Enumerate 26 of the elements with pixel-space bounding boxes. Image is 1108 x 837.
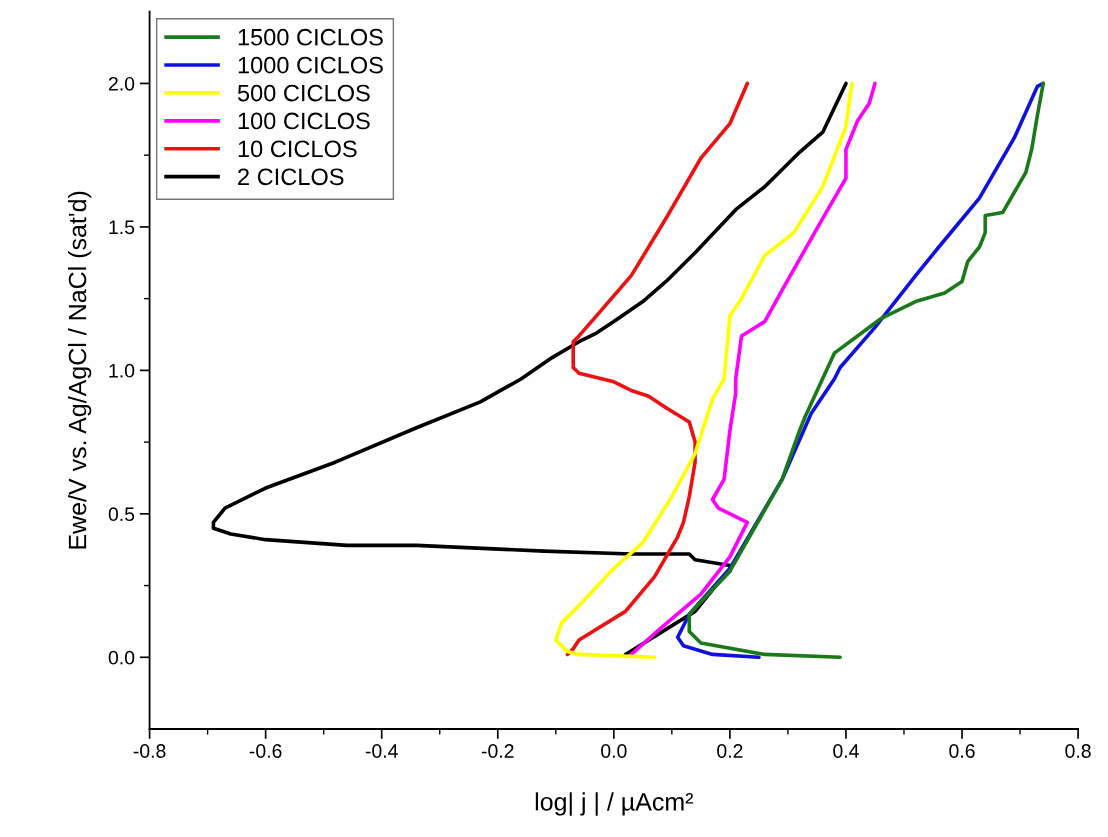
legend-label: 10 CICLOS	[238, 140, 357, 158]
x-tick-label: -0.6	[249, 744, 282, 758]
line-series	[629, 81, 877, 657]
x-tick-label: -0.2	[481, 744, 514, 758]
y-tick-label: 0.0	[108, 650, 135, 665]
y-tick-label: 0.5	[108, 507, 135, 522]
y-tick-label: 1.5	[109, 220, 135, 235]
y-axis-title: Ewe/V vs. Ag/AgCl / NaCl (sat'd)	[68, 191, 92, 549]
line-series	[211, 81, 848, 657]
x-tick-label: 0.0	[601, 744, 627, 758]
legend-label: 1000 CICLOS	[238, 56, 383, 74]
legend-label: 500 CICLOS	[237, 84, 370, 102]
line-series	[565, 81, 750, 657]
x-tick-label: 0.8	[1065, 744, 1091, 758]
y-tick-label: 2.0	[108, 76, 135, 91]
legend-label: 1500 CICLOS	[238, 28, 383, 46]
x-tick-label: 0.6	[949, 744, 975, 758]
x-tick-label: -0.8	[133, 744, 166, 758]
y-tick-label: 1.0	[109, 363, 135, 378]
x-axis-title: log| j | / µAcm²	[535, 792, 694, 816]
x-tick-label: 0.2	[717, 744, 743, 758]
x-tick-label: 0.4	[833, 744, 859, 758]
legend-label: 2 CICLOS	[238, 168, 344, 186]
x-tick-label: -0.4	[365, 744, 398, 758]
line-series	[553, 81, 854, 660]
legend-label: 100 CICLOS	[238, 112, 370, 130]
